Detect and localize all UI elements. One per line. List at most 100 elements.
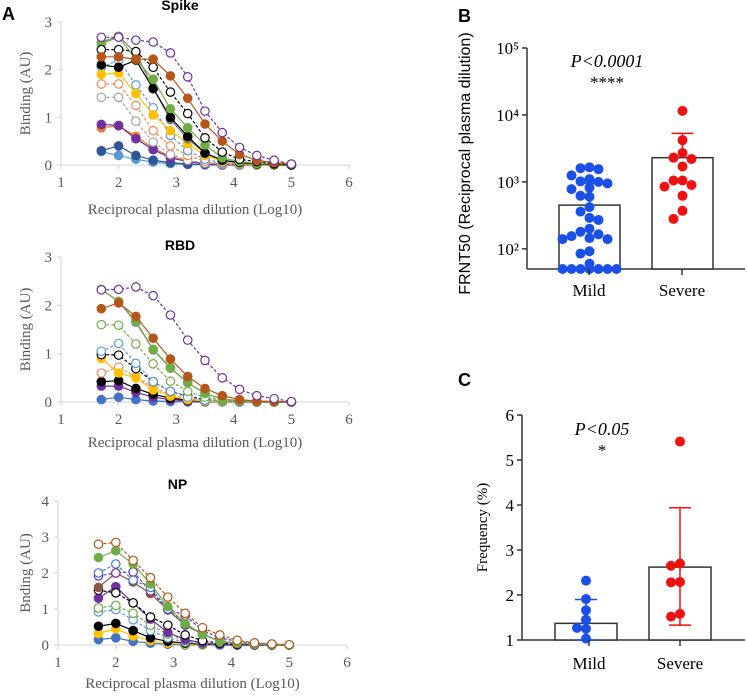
series (93, 559, 294, 650)
data-point (675, 576, 685, 587)
data-point (113, 392, 124, 402)
data-point (111, 537, 121, 548)
data-point (163, 601, 173, 612)
data-point (200, 383, 210, 394)
data-point (96, 32, 107, 43)
data-point (111, 559, 121, 569)
data-point (217, 147, 228, 157)
data-point (163, 620, 173, 630)
series (93, 567, 294, 650)
data-point (165, 125, 176, 136)
data-point (286, 159, 297, 169)
y-tick-label: 2 (45, 63, 53, 79)
data-point (666, 577, 676, 588)
x-tick-label: 3 (170, 655, 178, 671)
data-point (131, 150, 141, 161)
data-point (180, 618, 190, 629)
data-point (145, 612, 156, 622)
x-tick-label: 3 (172, 412, 180, 428)
data-point (217, 136, 228, 146)
series (96, 55, 297, 170)
data-point (234, 384, 245, 395)
data-point (200, 355, 210, 366)
x-tick-label: 1 (57, 412, 65, 428)
y-tick-label: 1 (506, 631, 515, 650)
data-point (584, 162, 595, 173)
data-point (593, 264, 604, 274)
series (96, 284, 297, 407)
data-point (566, 231, 577, 242)
data-point (584, 202, 595, 213)
x-tick-label: 5 (288, 412, 296, 428)
data-point (113, 92, 124, 103)
data-point (593, 164, 604, 175)
data-point (131, 100, 141, 111)
significance-stars: **** (590, 73, 624, 92)
data-point (131, 80, 141, 90)
data-point (249, 638, 260, 648)
y-tick-label: 1 (45, 110, 53, 126)
y-tick-label: 1 (42, 602, 50, 618)
x-tick-label: 1 (54, 655, 62, 671)
x-tick-label: 3 (172, 175, 180, 191)
data-point (677, 135, 688, 146)
data-point (182, 93, 193, 104)
y-axis-label: Bnding (AU) (18, 533, 34, 613)
data-point (148, 83, 158, 94)
y-tick-label: 2 (42, 566, 50, 582)
data-point (113, 150, 124, 161)
data-point (131, 35, 141, 45)
x-tick-label: 5 (288, 175, 296, 191)
y-tick-label: 3 (42, 530, 50, 546)
x-tick-label: 4 (230, 175, 238, 191)
data-point (584, 246, 595, 257)
data-point (566, 264, 577, 274)
chart-title: NP (168, 476, 187, 492)
x-tick-label: Mild (572, 281, 606, 300)
x-tick-label: 6 (345, 412, 353, 428)
p-value-annotation: P<0.05 (574, 419, 630, 439)
data-point (575, 206, 586, 217)
series-line (101, 342, 292, 403)
y-tick-label: 10⁵ (496, 39, 519, 58)
y-tick-label: 1 (45, 347, 53, 363)
data-point (96, 60, 107, 70)
data-point (131, 383, 141, 394)
data-point (96, 145, 107, 156)
data-point (575, 226, 586, 237)
data-point (93, 582, 104, 593)
data-point (581, 623, 591, 634)
y-tick-label: 4 (506, 496, 515, 515)
data-point (96, 346, 107, 357)
series-line (98, 628, 290, 646)
data-point (677, 175, 688, 186)
data-point (131, 54, 141, 64)
y-axis-label: Binding (AU) (18, 288, 34, 372)
data-point (659, 181, 670, 192)
data-point (148, 125, 158, 136)
x-tick-label: Severe (659, 281, 705, 300)
data-point (252, 150, 262, 161)
series (96, 392, 297, 407)
data-point (113, 284, 124, 295)
frequency-chart: 1 2 3 4 5 6 Frequency (%) Mild Severe P<0.05 * (475, 406, 745, 673)
chart-title: Spike (161, 0, 199, 13)
data-point (182, 386, 193, 397)
data-point (111, 600, 121, 611)
data-point (131, 282, 141, 292)
data-point (581, 594, 591, 605)
data-point (182, 335, 193, 345)
series-line (98, 563, 290, 646)
series (96, 32, 297, 170)
x-tick-label: Mild (572, 654, 606, 673)
y-axis-label: Frequency (%) (475, 483, 491, 573)
data-point (128, 608, 138, 619)
data-point (675, 558, 685, 569)
data-point (677, 205, 688, 216)
panel-label-c: C (458, 370, 471, 390)
data-point (581, 605, 591, 616)
series-line (101, 35, 292, 166)
data-point (566, 170, 577, 181)
data-point (677, 161, 688, 172)
